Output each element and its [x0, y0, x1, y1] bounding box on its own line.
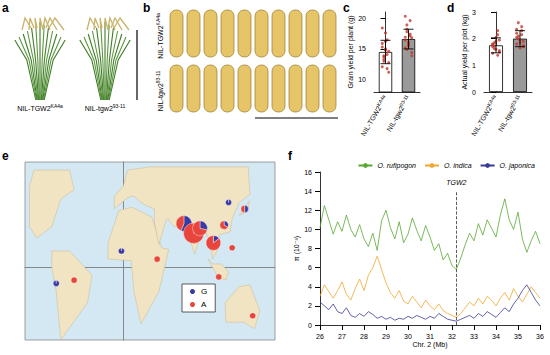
svg-text:π (10⁻³): π (10⁻³) — [293, 236, 301, 261]
svg-text:TGW2: TGW2 — [446, 179, 466, 186]
svg-text:3: 3 — [472, 9, 476, 16]
svg-text:1: 1 — [472, 62, 476, 69]
svg-text:28: 28 — [360, 333, 368, 340]
svg-text:a: a — [2, 1, 9, 15]
svg-text:34: 34 — [492, 333, 500, 340]
svg-text:0: 0 — [308, 322, 312, 329]
svg-text:30: 30 — [404, 333, 412, 340]
svg-text:0: 0 — [472, 89, 476, 96]
svg-text:31: 31 — [426, 333, 434, 340]
svg-text:NIL-tgw2: NIL-tgw2 — [157, 83, 165, 111]
svg-text:14: 14 — [304, 188, 312, 195]
svg-text:KA4a: KA4a — [375, 93, 386, 107]
svg-text:10: 10 — [358, 76, 366, 83]
svg-text:A: A — [201, 300, 207, 309]
svg-text:Chr. 2 (Mb): Chr. 2 (Mb) — [412, 341, 447, 349]
svg-text:12: 12 — [304, 207, 312, 214]
svg-text:27: 27 — [338, 333, 346, 340]
svg-text:NIL-tgw2: NIL-tgw2 — [385, 105, 406, 133]
svg-text:d: d — [447, 1, 454, 15]
svg-text:93-11: 93-11 — [155, 71, 161, 84]
svg-text:10: 10 — [304, 226, 312, 233]
svg-text:35: 35 — [514, 333, 522, 340]
svg-text:NIL-TGW2: NIL-TGW2 — [360, 105, 383, 137]
svg-text:29: 29 — [382, 333, 390, 340]
svg-text:93-11: 93-11 — [509, 93, 520, 107]
svg-text:NIL-tgw2: NIL-tgw2 — [85, 105, 113, 113]
svg-text:KA4a: KA4a — [155, 13, 161, 25]
svg-text:4: 4 — [308, 283, 312, 290]
svg-text:O. japonica: O. japonica — [500, 162, 536, 170]
svg-text:G: G — [201, 287, 207, 296]
svg-text:O. indica: O. indica — [444, 162, 472, 169]
svg-text:8: 8 — [308, 245, 312, 252]
svg-text:20: 20 — [358, 15, 366, 22]
svg-text:Grain yield per plant (g): Grain yield per plant (g) — [347, 15, 355, 88]
svg-text:Actual yield per plot (kg): Actual yield per plot (kg) — [461, 14, 469, 89]
svg-text:O. rufipogon: O. rufipogon — [377, 162, 416, 170]
svg-text:NIL-TGW2: NIL-TGW2 — [157, 25, 164, 59]
svg-text:KA4a: KA4a — [51, 103, 63, 109]
svg-text:2: 2 — [308, 302, 312, 309]
svg-text:93-11: 93-11 — [113, 103, 126, 109]
svg-text:NIL-TGW2: NIL-TGW2 — [470, 105, 493, 137]
svg-text:NIL-tgw2: NIL-tgw2 — [497, 105, 518, 133]
svg-text:36: 36 — [536, 333, 544, 340]
svg-text:e: e — [2, 149, 9, 163]
svg-text:93-11: 93-11 — [398, 93, 409, 107]
svg-text:2: 2 — [472, 35, 476, 42]
svg-text:c: c — [343, 1, 350, 15]
svg-text:32: 32 — [448, 333, 456, 340]
svg-text:15: 15 — [358, 45, 366, 52]
svg-text:f: f — [288, 149, 293, 163]
svg-text:NIL-TGW2: NIL-TGW2 — [17, 105, 51, 112]
svg-text:16: 16 — [304, 169, 312, 176]
svg-text:26: 26 — [316, 333, 324, 340]
svg-text:6: 6 — [308, 264, 312, 271]
svg-text:33: 33 — [470, 333, 478, 340]
svg-text:b: b — [143, 1, 150, 15]
svg-text:KA4a: KA4a — [486, 93, 497, 107]
